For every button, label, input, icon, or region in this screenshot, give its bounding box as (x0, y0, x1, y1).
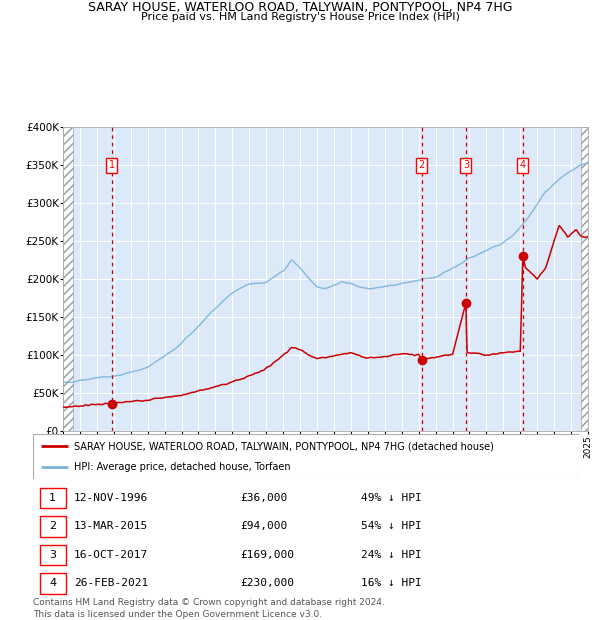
Text: 24% ↓ HPI: 24% ↓ HPI (361, 550, 421, 560)
Text: 2: 2 (49, 521, 56, 531)
Text: 16-OCT-2017: 16-OCT-2017 (74, 550, 148, 560)
Text: 26-FEB-2021: 26-FEB-2021 (74, 578, 148, 588)
Text: 3: 3 (49, 550, 56, 560)
Text: 13-MAR-2015: 13-MAR-2015 (74, 521, 148, 531)
Text: SARAY HOUSE, WATERLOO ROAD, TALYWAIN, PONTYPOOL, NP4 7HG (detached house): SARAY HOUSE, WATERLOO ROAD, TALYWAIN, PO… (74, 441, 494, 451)
Text: Contains HM Land Registry data © Crown copyright and database right 2024.
This d: Contains HM Land Registry data © Crown c… (33, 598, 385, 619)
Bar (40, 573, 66, 594)
Text: £169,000: £169,000 (241, 550, 295, 560)
Bar (581, 127, 588, 431)
Bar (40, 516, 66, 537)
Text: HPI: Average price, detached house, Torfaen: HPI: Average price, detached house, Torf… (74, 461, 290, 472)
Text: £94,000: £94,000 (241, 521, 288, 531)
Text: 2: 2 (419, 160, 425, 170)
FancyBboxPatch shape (33, 434, 579, 479)
Bar (63, 127, 73, 431)
Text: 4: 4 (49, 578, 56, 588)
Text: 16% ↓ HPI: 16% ↓ HPI (361, 578, 421, 588)
Text: 54% ↓ HPI: 54% ↓ HPI (361, 521, 421, 531)
Text: SARAY HOUSE, WATERLOO ROAD, TALYWAIN, PONTYPOOL, NP4 7HG: SARAY HOUSE, WATERLOO ROAD, TALYWAIN, PO… (88, 1, 512, 14)
Text: 49% ↓ HPI: 49% ↓ HPI (361, 493, 421, 503)
Text: 12-NOV-1996: 12-NOV-1996 (74, 493, 148, 503)
Text: £230,000: £230,000 (241, 578, 295, 588)
Bar (40, 487, 66, 508)
Bar (40, 544, 66, 565)
Text: 1: 1 (49, 493, 56, 503)
Text: 1: 1 (109, 160, 115, 170)
Text: Price paid vs. HM Land Registry's House Price Index (HPI): Price paid vs. HM Land Registry's House … (140, 12, 460, 22)
Text: 4: 4 (520, 160, 526, 170)
Text: 3: 3 (463, 160, 469, 170)
Text: £36,000: £36,000 (241, 493, 288, 503)
